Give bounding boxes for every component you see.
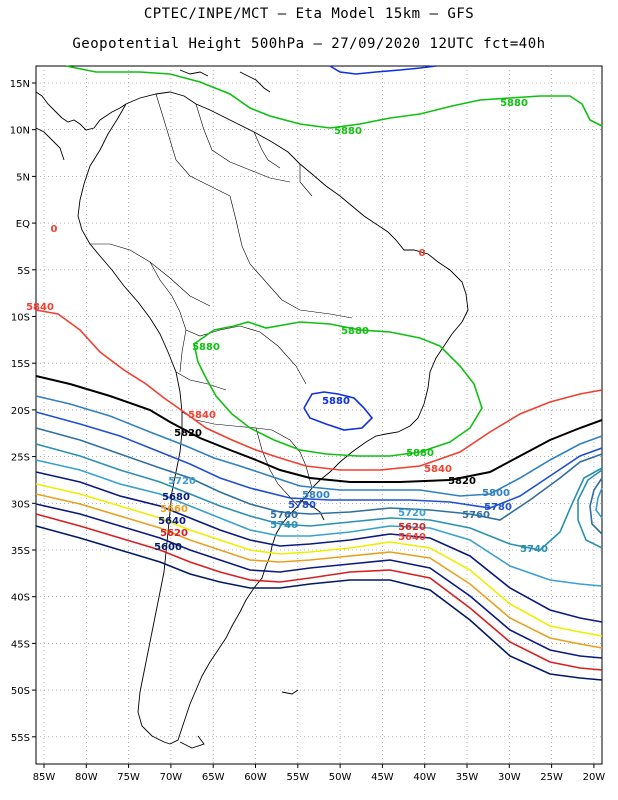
contour-label: 5880	[192, 342, 220, 353]
lat-label: 50S	[11, 686, 30, 697]
lon-label: 50W	[329, 772, 352, 783]
contour-low-east-3	[595, 487, 603, 519]
contour-5620	[35, 513, 603, 671]
contour-label: 5680	[162, 492, 190, 503]
lon-label: 35W	[456, 772, 479, 783]
contour-label: 5620	[398, 522, 426, 533]
contour-5860-north	[65, 65, 603, 129]
contour-5880-north	[329, 65, 437, 75]
longitude-labels: 85W 80W 75W 70W 65W 60W 55W 50W 45W 40W 35W 30W 25W 2…	[33, 772, 606, 783]
contour-5660	[35, 493, 603, 649]
lon-label: 70W	[160, 772, 183, 783]
latitude-labels: 15N 10N 5N EQ 5S 10S 15S 20S 25S 30S 35S 40S 45S 50S 5…	[10, 79, 30, 744]
contour-label: 5640	[398, 532, 426, 543]
contour-5680	[35, 483, 603, 637]
coastlines	[35, 69, 469, 749]
contour-5880-small	[303, 391, 374, 431]
lat-label: 45S	[11, 639, 30, 650]
lon-label: 85W	[33, 772, 56, 783]
contour-label: 5640	[158, 516, 186, 527]
lon-label: 65W	[202, 772, 225, 783]
contour-5740	[35, 443, 603, 551]
contour-label: 5780	[288, 500, 316, 511]
contour-label: 5880	[322, 396, 350, 407]
contour-5600	[35, 525, 603, 681]
lat-label: 40S	[11, 593, 30, 604]
lat-label: 35S	[11, 546, 30, 557]
contour-label: 5740	[270, 520, 298, 531]
contour-5760	[35, 427, 603, 521]
lon-label: 45W	[371, 772, 394, 783]
contour-5860-central	[193, 321, 483, 457]
borders	[90, 93, 353, 507]
lat-label: 5N	[16, 172, 30, 183]
lat-label: 10N	[10, 126, 30, 137]
contour-5720	[35, 459, 603, 587]
contour-low-east-2	[589, 477, 603, 535]
contour-label: 5840	[26, 302, 54, 313]
lon-label: 25W	[540, 772, 563, 783]
lon-label: 55W	[286, 772, 309, 783]
lon-label: 40W	[413, 772, 436, 783]
contour-5780	[35, 411, 603, 509]
map-frame	[35, 65, 603, 765]
contour-label: 5840	[188, 410, 216, 421]
contour-label: 5760	[270, 510, 298, 521]
contour-label: 5720	[398, 508, 426, 519]
contour-label: 5820	[174, 428, 202, 439]
lat-label: 25S	[11, 453, 30, 464]
lon-label: 80W	[75, 772, 98, 783]
contour-label: 5780	[484, 502, 512, 513]
contour-label: 5800	[482, 488, 510, 499]
contour-label: 5600	[154, 542, 182, 553]
lat-label: 15N	[10, 79, 30, 90]
contour-label: 5880	[341, 326, 369, 337]
lon-label: 20W	[583, 772, 606, 783]
map-title-line1: CPTEC/INPE/MCT – Eta Model 15km – GFS	[143, 6, 475, 22]
contour-label: 5800	[302, 490, 330, 501]
contour-label: 5620	[160, 528, 188, 539]
contour-5800	[35, 395, 603, 497]
lon-label: 30W	[498, 772, 521, 783]
contour-label: 5720	[168, 476, 196, 487]
contour-label: 5760	[462, 510, 490, 521]
lon-label: 60W	[244, 772, 267, 783]
lat-label: 55S	[11, 733, 30, 744]
lat-label: 5S	[17, 266, 30, 277]
contour-label: 5660	[160, 504, 188, 515]
contour-label: 5880	[334, 126, 362, 137]
contour-label: 0	[419, 248, 426, 259]
lat-label: 10S	[11, 313, 30, 324]
lat-label: 20S	[11, 406, 30, 417]
contour-label: 5880	[406, 448, 434, 459]
lat-label: 15S	[11, 359, 30, 370]
contour-5820	[35, 375, 603, 483]
contour-labels: 5880588058805880588058805840584058205820…	[26, 98, 548, 555]
axis-ticks	[32, 82, 595, 768]
contour-label: 0	[51, 224, 58, 235]
contour-label: 5820	[448, 476, 476, 487]
contour-5840	[35, 309, 603, 471]
lon-label: 75W	[117, 772, 140, 783]
contour-5640	[35, 503, 603, 659]
contour-low-east-1	[577, 469, 603, 549]
contour-label: 5880	[500, 98, 528, 109]
map-title-line2: Geopotential Height 500hPa – 27/09/2020 …	[72, 36, 546, 52]
contours	[35, 65, 603, 681]
contour-5700	[35, 471, 603, 623]
lat-label: 30S	[11, 499, 30, 510]
contour-label: 5740	[520, 544, 548, 555]
lat-label: EQ	[16, 219, 30, 230]
contour-label: 5840	[424, 464, 452, 475]
